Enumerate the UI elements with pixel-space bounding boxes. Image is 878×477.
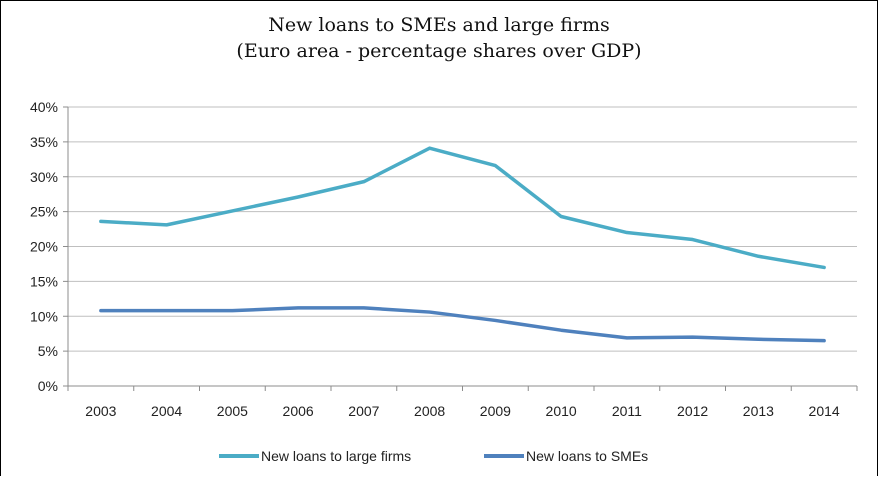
x-tick-label: 2009 (480, 403, 511, 419)
series-lines (99, 146, 826, 343)
x-tick-label: 2003 (85, 403, 116, 419)
y-tick-label: 10% (30, 308, 58, 324)
series-line-0 (99, 146, 826, 270)
x-tick-label: 2010 (546, 403, 577, 419)
y-tick-label: 20% (30, 239, 58, 255)
x-tick-label: 2007 (348, 403, 379, 419)
x-axis-tick-labels: 2003 2004 2005 2006 2007 2008 2009 2010 2011 2012… (85, 403, 840, 419)
chart-title: New loans to SMEs and large firms (268, 14, 610, 36)
legend-label: New loans to SMEs (526, 448, 648, 464)
y-tick-label: 35% (30, 134, 58, 150)
x-tick-label: 2006 (283, 403, 314, 419)
series-line-1 (99, 306, 826, 343)
x-tick-label: 2004 (151, 403, 182, 419)
y-tick-label: 5% (38, 343, 58, 359)
x-tick-label: 2012 (677, 403, 708, 419)
y-tick-label: 15% (30, 273, 58, 289)
chart-subtitle: (Euro area - percentage shares over GDP) (236, 40, 642, 62)
x-tick-label: 2014 (809, 403, 840, 419)
x-tick-label: 2008 (414, 403, 445, 419)
legend-label: New loans to large firms (261, 448, 411, 464)
legend: New loans to large firms New loans to SME… (219, 448, 648, 464)
y-axis-tick-labels: 0% 5% 10% 15% 20% 25% 30% 35% 40% (30, 99, 58, 394)
x-tick-label: 2005 (217, 403, 248, 419)
y-tick-label: 30% (30, 169, 58, 185)
axes (63, 106, 858, 391)
y-tick-label: 0% (38, 378, 58, 394)
y-tick-label: 40% (30, 99, 58, 115)
y-tick-label: 25% (30, 204, 58, 220)
x-tick-label: 2011 (612, 403, 642, 419)
x-tick-label: 2013 (743, 403, 774, 419)
